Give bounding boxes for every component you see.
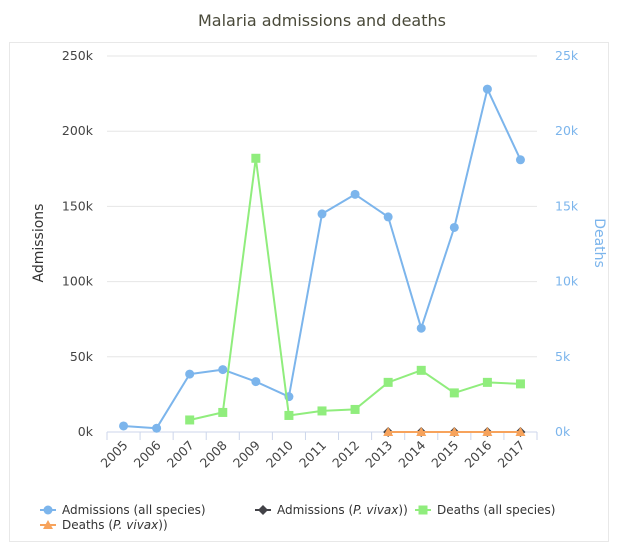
right-tick-label: 0k [555, 424, 571, 439]
left-tick-label: 0k [78, 424, 94, 439]
left-axis-title: Admissions [31, 204, 47, 283]
data-point[interactable] [284, 410, 294, 420]
legend-label: Deaths (all species) [437, 503, 555, 517]
x-tick-label: 2008 [197, 437, 230, 470]
data-point[interactable] [449, 427, 460, 436]
right-tick-label: 5k [555, 349, 571, 364]
data-point[interactable] [218, 407, 228, 417]
legend-item[interactable]: Admissions (P. vivax)) [255, 503, 408, 517]
data-point[interactable] [449, 388, 459, 398]
series-line [122, 88, 522, 430]
data-point[interactable] [515, 155, 525, 165]
data-point[interactable] [482, 377, 492, 387]
legend-item[interactable]: Deaths (all species) [415, 503, 555, 517]
data-point[interactable] [515, 427, 526, 436]
series-0 [119, 84, 525, 433]
legend-marker[interactable] [258, 505, 268, 515]
data-point[interactable] [350, 189, 360, 199]
legend-label-part: )) [158, 518, 167, 532]
legend-marker[interactable] [43, 505, 53, 515]
legend-label-part: P. vivax [113, 518, 159, 532]
legend-label: Admissions (all species) [62, 503, 206, 517]
x-tick-label: 2010 [263, 437, 296, 470]
left-tick-label: 50k [70, 349, 94, 364]
legend-item[interactable]: Admissions (all species) [40, 503, 206, 517]
legend-label-part: Admissions ( [277, 503, 353, 517]
left-tick-label: 100k [62, 274, 94, 289]
legend-label-part: Admissions (all species) [62, 503, 206, 517]
left-tick-label: 250k [62, 48, 94, 63]
x-tick-label: 2006 [131, 437, 164, 470]
x-tick-label: 2014 [395, 437, 428, 470]
data-point[interactable] [317, 209, 327, 219]
x-tick-label: 2017 [494, 438, 527, 471]
series-3 [383, 427, 526, 436]
left-tick-label: 150k [62, 198, 94, 213]
data-point[interactable] [152, 423, 162, 433]
right-tick-label: 20k [555, 123, 579, 138]
x-axis-ticks: 2005 2006 2007 2008 2009 2010 2011 2012 2013 2014… [98, 437, 528, 470]
data-point[interactable] [185, 369, 195, 379]
series-2 [185, 153, 525, 425]
data-point[interactable] [416, 323, 426, 333]
legend-label-part: P. vivax [353, 503, 399, 517]
legend-label: Admissions (P. vivax)) [277, 503, 408, 517]
x-tick-label: 2012 [329, 438, 362, 471]
data-point[interactable] [515, 379, 525, 389]
data-point[interactable] [383, 427, 394, 436]
legend-label-part: Deaths ( [62, 518, 113, 532]
left-tick-label: 200k [62, 123, 94, 138]
legend[interactable]: Admissions (all species) Admissions (P. v… [40, 503, 555, 532]
right-axis-title: Deaths [591, 218, 607, 268]
data-point[interactable] [119, 421, 129, 431]
data-point[interactable] [218, 365, 228, 375]
grid-lines [106, 55, 538, 440]
data-point[interactable] [317, 406, 327, 416]
series-group [119, 84, 526, 437]
x-tick-label: 2016 [461, 437, 494, 470]
data-point[interactable] [251, 377, 261, 387]
x-tick-label: 2015 [428, 438, 461, 471]
legend-label-part: Deaths (all species) [437, 503, 555, 517]
right-tick-label: 15k [555, 198, 579, 213]
right-tick-label: 25k [555, 48, 579, 63]
legend-label: Deaths (P. vivax)) [62, 518, 168, 532]
data-point[interactable] [482, 427, 493, 436]
chart-title: Malaria admissions and deaths [198, 11, 446, 30]
data-point[interactable] [350, 404, 360, 414]
x-tick-label: 2007 [164, 438, 197, 471]
data-point[interactable] [482, 84, 492, 94]
data-point[interactable] [416, 427, 427, 436]
x-tick-label: 2013 [362, 438, 395, 471]
data-point[interactable] [383, 212, 393, 222]
x-tick-label: 2009 [230, 437, 263, 470]
legend-marker[interactable] [418, 505, 428, 515]
data-point[interactable] [251, 153, 261, 163]
data-point[interactable] [449, 222, 459, 232]
x-tick-label: 2011 [296, 438, 329, 471]
legend-label-part: )) [398, 503, 407, 517]
right-axis-ticks: 0k 5k 10k 15k 20k 25k [555, 48, 579, 439]
legend-item[interactable]: Deaths (P. vivax)) [40, 518, 168, 532]
legend-marker[interactable] [43, 520, 53, 529]
data-point[interactable] [185, 415, 195, 425]
data-point[interactable] [416, 365, 426, 375]
x-tick-label: 2005 [98, 438, 131, 471]
right-tick-label: 10k [555, 274, 579, 289]
data-point[interactable] [383, 377, 393, 387]
chart-frame [9, 42, 609, 542]
left-axis-ticks: 0k 50k 100k 150k 200k 250k [62, 48, 94, 439]
